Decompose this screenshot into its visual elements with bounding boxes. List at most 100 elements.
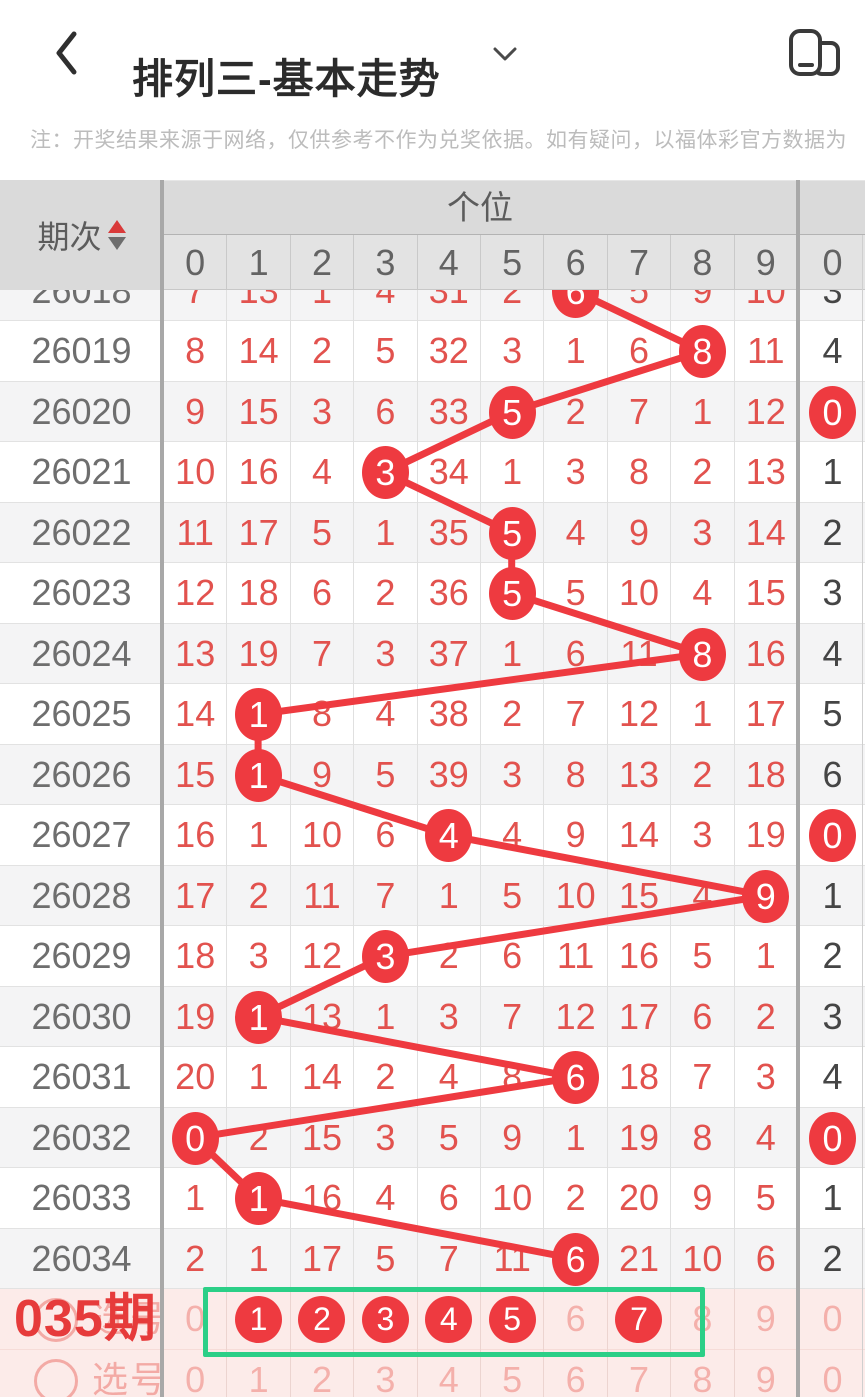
chart-switch-icon[interactable]: [784, 28, 848, 80]
table-row: 26022 11 17 5 1 35 5 4 9 3 14 2: [0, 502, 865, 563]
pick-cell[interactable]: 9: [733, 1289, 797, 1350]
digit-cell: 19: [606, 1107, 670, 1168]
digit-cell: 2: [670, 442, 733, 503]
page-title: 排列三-基本走势: [132, 56, 441, 103]
table-row: 26030 19 1 13 1 3 7 12 17 6 2 3: [0, 986, 865, 1047]
pick-cell[interactable]: 5: [480, 1289, 543, 1350]
digit-cell: 16: [226, 442, 289, 503]
pick-cell[interactable]: 2: [289, 1349, 353, 1397]
hit-ball: 0: [809, 385, 856, 439]
pick-cell[interactable]: 6: [543, 1289, 606, 1350]
pick-row[interactable]: 选号 0 1 2 3 4 5 6 7 8 9 0: [0, 1289, 865, 1350]
next-col-cell: 3: [822, 572, 843, 613]
select-circle-icon[interactable]: [34, 1298, 78, 1342]
digit-cell: 9: [163, 381, 226, 442]
digit-cell: 1: [226, 1228, 289, 1289]
digit-cell: 17: [733, 684, 797, 745]
digit-header-3: 3: [353, 235, 416, 290]
digit-cell: 4: [353, 684, 416, 745]
digit-cell: 4: [543, 502, 606, 563]
digit-cell: 5: [480, 381, 543, 442]
selected-ball[interactable]: 7: [615, 1295, 663, 1343]
selected-ball[interactable]: 3: [361, 1295, 409, 1343]
period-column-header[interactable]: 期次: [0, 180, 163, 290]
digit-cell: 36: [416, 563, 480, 624]
chevron-down-icon[interactable]: [492, 46, 518, 62]
hit-ball: 0: [171, 1111, 219, 1165]
digit-cell: 18: [163, 926, 226, 987]
digit-cell: 1: [670, 684, 733, 745]
digit-cell: 7: [289, 623, 353, 684]
pick-label: 选号: [92, 1298, 169, 1339]
digit-cell: 2: [353, 1047, 416, 1108]
right-section-divider: [796, 180, 800, 1397]
digit-cell: 1: [226, 986, 289, 1047]
period-cell: 26018: [31, 290, 132, 311]
table-row: 26021 10 16 4 3 34 1 3 8 2 13 1: [0, 442, 865, 503]
digit-cell: 7: [416, 1228, 480, 1289]
selected-ball[interactable]: 1: [235, 1295, 283, 1343]
pick-cell[interactable]: 9: [733, 1349, 797, 1397]
digit-cell: 13: [163, 623, 226, 684]
pick-cell[interactable]: 7: [606, 1349, 670, 1397]
digit-cell: 4: [289, 442, 353, 503]
digit-cell: 18: [226, 563, 289, 624]
table-row: 26031 20 1 14 2 4 8 6 18 7 3 4: [0, 1047, 865, 1108]
period-cell: 26020: [31, 390, 132, 432]
table-row: 26023 12 18 6 2 36 5 5 10 4 15 3: [0, 563, 865, 624]
digit-cell: 3: [480, 744, 543, 805]
pick-cell[interactable]: 5: [480, 1349, 543, 1397]
digit-cell: 5: [480, 563, 543, 624]
digit-cell: 1: [543, 321, 606, 382]
digit-cell: 5: [543, 563, 606, 624]
pick-cell[interactable]: 4: [416, 1289, 480, 1350]
pick-cell[interactable]: 2: [289, 1289, 353, 1350]
disclaimer-text: 注：开奖结果来源于网络，仅供参考不作为兑奖依据。如有疑问，以福体彩官方数据为: [30, 129, 847, 152]
digit-cell: 5: [353, 321, 416, 382]
digit-cell: 5: [416, 1107, 480, 1168]
next-col-cell: 1: [822, 1177, 843, 1218]
pick-cell[interactable]: 4: [416, 1349, 480, 1397]
pick-cell[interactable]: 3: [353, 1289, 416, 1350]
selected-ball[interactable]: 5: [488, 1295, 536, 1343]
digit-cell: 1: [480, 623, 543, 684]
digit-cell: 5: [670, 926, 733, 987]
digit-cell: 33: [416, 381, 480, 442]
digit-cell: 1: [226, 1168, 289, 1229]
selected-ball[interactable]: 4: [425, 1295, 473, 1343]
digit-cell: 8: [670, 623, 733, 684]
pick-cell[interactable]: 7: [606, 1289, 670, 1350]
pick-cell[interactable]: 8: [670, 1349, 733, 1397]
digit-cell: 12: [733, 381, 797, 442]
digit-cell: 16: [163, 805, 226, 866]
pick-cell[interactable]: 1: [226, 1349, 289, 1397]
digit-cell: 6: [543, 1047, 606, 1108]
digit-cell: 3: [543, 442, 606, 503]
back-icon[interactable]: [52, 30, 80, 76]
digit-cell: 39: [416, 744, 480, 805]
selected-ball[interactable]: 2: [298, 1295, 346, 1343]
pick-cell[interactable]: 3: [353, 1349, 416, 1397]
digit-cell: 14: [163, 684, 226, 745]
section-header-units: 个位: [447, 189, 513, 226]
next-col-cell: 2: [822, 1237, 843, 1279]
hit-ball: 4: [425, 809, 473, 862]
select-circle-icon[interactable]: [34, 1358, 78, 1397]
pick-cell[interactable]: 1: [226, 1289, 289, 1350]
digit-cell: 34: [416, 442, 480, 503]
digit-cell: 13: [226, 290, 289, 321]
digit-cell: 10: [606, 563, 670, 624]
period-cell: 26027: [31, 814, 132, 855]
hit-ball: 1: [235, 1172, 283, 1225]
digit-cell: 10: [670, 1228, 733, 1289]
pick-row[interactable]: 选号 0 1 2 3 4 5 6 7 8 9 0: [0, 1349, 865, 1397]
sort-icon[interactable]: [107, 220, 126, 250]
digit-cell: 16: [289, 1168, 353, 1229]
next-col-cell: 3: [822, 995, 843, 1037]
digit-cell: 5: [480, 865, 543, 926]
digit-cell: 19: [733, 805, 797, 866]
digit-cell: 1: [733, 926, 797, 987]
digit-cell: 17: [289, 1228, 353, 1289]
pick-cell[interactable]: 6: [543, 1349, 606, 1397]
